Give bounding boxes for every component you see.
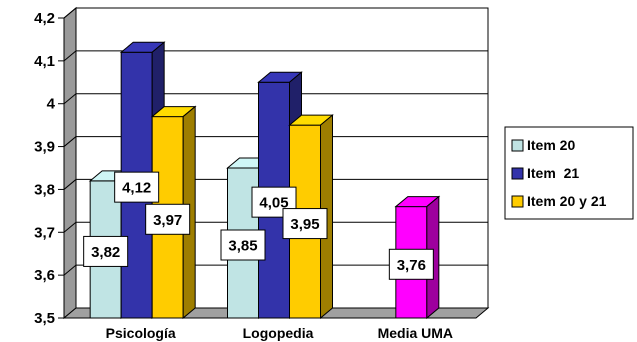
y-axis-ticks: 3,5 3,6 3,7 3,8 3,9 4 4,1 4,2 [34,10,65,327]
data-label: 3,97 [153,212,182,229]
y-tick-label: 3,5 [34,310,55,327]
category-label: Media UMA [378,325,453,341]
data-label: 3,85 [228,238,257,255]
legend-label: Item 21 [527,165,579,181]
gridline-depth [63,221,77,233]
y-tick-label: 4 [47,96,56,113]
y-tick-label: 3,7 [34,224,55,241]
gridline-depth [63,7,77,19]
data-label-box [145,203,191,235]
gridline-depth [63,179,77,190]
gridline-depth [63,50,77,62]
y-tick-label: 4,1 [34,53,55,70]
gridline-depth [63,264,77,276]
data-label-box [282,208,328,240]
legend-swatch [511,139,524,152]
data-label-box [220,229,266,261]
data-label: 3,82 [91,244,120,261]
gridline-depth [63,93,77,105]
data-label: 3,95 [290,216,319,233]
data-label: 4,05 [259,195,288,212]
data-labels: 3,82 4,123,97 3,85 4,053,95 3,76 [83,171,434,280]
y-tick-label: 3,8 [34,181,55,198]
category-labels: Psicología Logopedia Media UMA [106,325,453,341]
legend-box [504,126,634,220]
gridline-depth [63,136,77,147]
y-tick-label: 3,9 [34,139,55,156]
data-label-box [114,171,160,203]
data-label: 4,12 [122,180,151,197]
legend-label: Item 20 y 21 [527,193,607,209]
category-label: Psicología [106,325,176,341]
y-tick-label: 4,2 [34,10,55,27]
data-label-box [388,248,434,280]
legend-swatch [511,195,524,208]
legend-swatch [511,167,524,180]
y-tick-label: 3,6 [34,267,55,284]
data-label: 3,76 [397,257,426,274]
data-label-box [83,235,129,267]
legend-label: Item 20 [527,137,575,153]
side-wall [63,6,77,320]
category-label: Logopedia [243,325,314,341]
legend: Item 20 Item 21 Item 20 y 21 [504,126,634,220]
